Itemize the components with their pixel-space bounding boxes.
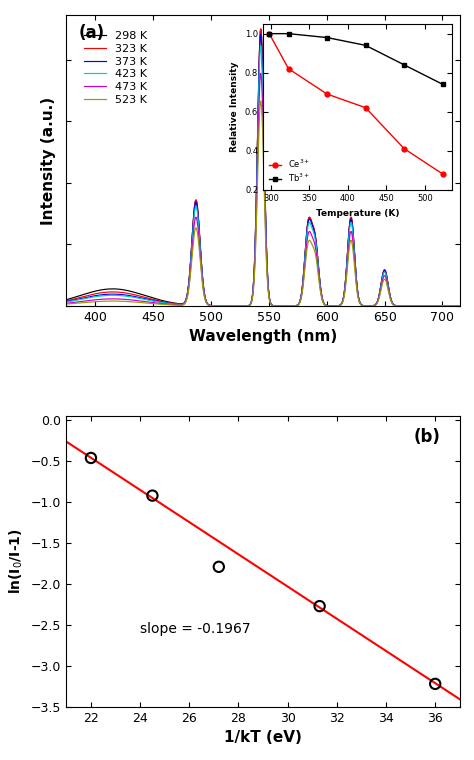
523 K	[231, 301, 237, 310]
373 K	[64, 297, 69, 306]
423 K	[214, 301, 220, 310]
423 K	[132, 293, 137, 302]
323 K	[64, 296, 69, 306]
373 K	[457, 301, 463, 310]
323 K	[214, 301, 220, 310]
373 K	[132, 292, 137, 301]
Line: 473 K: 473 K	[66, 73, 460, 306]
473 K	[109, 294, 114, 303]
Line: 323 K: 323 K	[66, 29, 460, 306]
473 K	[457, 301, 463, 310]
423 K	[258, 41, 264, 50]
373 K	[214, 301, 220, 310]
298 K	[258, 24, 264, 33]
298 K	[109, 284, 114, 293]
523 K	[214, 301, 220, 310]
Y-axis label: Intensity (a.u.): Intensity (a.u.)	[41, 97, 56, 224]
X-axis label: Wavelength (nm): Wavelength (nm)	[189, 329, 337, 344]
373 K	[109, 290, 114, 299]
X-axis label: 1/kT (eV): 1/kT (eV)	[224, 730, 302, 746]
423 K	[231, 301, 237, 310]
298 K	[407, 301, 413, 310]
473 K	[407, 301, 413, 310]
523 K	[258, 97, 264, 106]
523 K	[449, 301, 455, 310]
298 K	[449, 301, 455, 310]
323 K	[258, 24, 264, 33]
423 K	[449, 301, 455, 310]
Legend: 298 K, 323 K, 373 K, 423 K, 473 K, 523 K: 298 K, 323 K, 373 K, 423 K, 473 K, 523 K	[80, 27, 152, 109]
Line: 523 K: 523 K	[66, 101, 460, 306]
Line: 298 K: 298 K	[66, 29, 460, 306]
423 K	[457, 301, 463, 310]
Line: 373 K: 373 K	[66, 34, 460, 306]
373 K	[449, 301, 455, 310]
523 K	[64, 299, 69, 309]
323 K	[132, 290, 137, 299]
298 K	[214, 301, 220, 310]
Line: 423 K: 423 K	[66, 46, 460, 306]
473 K	[214, 301, 220, 310]
Point	[87, 452, 95, 464]
298 K	[132, 288, 137, 297]
473 K	[132, 296, 137, 305]
473 K	[449, 301, 455, 310]
423 K	[407, 301, 413, 310]
523 K	[132, 297, 137, 306]
323 K	[449, 301, 455, 310]
523 K	[457, 301, 463, 310]
Y-axis label: ln(I$_0$/I-1): ln(I$_0$/I-1)	[8, 529, 26, 594]
323 K	[457, 301, 463, 310]
Text: (a): (a)	[78, 24, 104, 42]
298 K	[231, 301, 237, 310]
Point	[316, 600, 323, 613]
Text: slope = -0.1967: slope = -0.1967	[140, 622, 251, 636]
323 K	[407, 301, 413, 310]
473 K	[231, 301, 237, 310]
473 K	[258, 68, 264, 78]
373 K	[407, 301, 413, 310]
373 K	[231, 301, 237, 310]
Text: (b): (b)	[413, 428, 440, 446]
298 K	[64, 295, 69, 304]
523 K	[109, 296, 114, 306]
Point	[149, 489, 156, 502]
423 K	[109, 291, 114, 300]
323 K	[231, 301, 237, 310]
523 K	[407, 301, 413, 310]
Point	[431, 678, 439, 690]
Point	[215, 561, 223, 573]
423 K	[64, 297, 69, 306]
298 K	[457, 301, 463, 310]
473 K	[64, 299, 69, 308]
373 K	[258, 30, 264, 39]
323 K	[109, 287, 114, 296]
